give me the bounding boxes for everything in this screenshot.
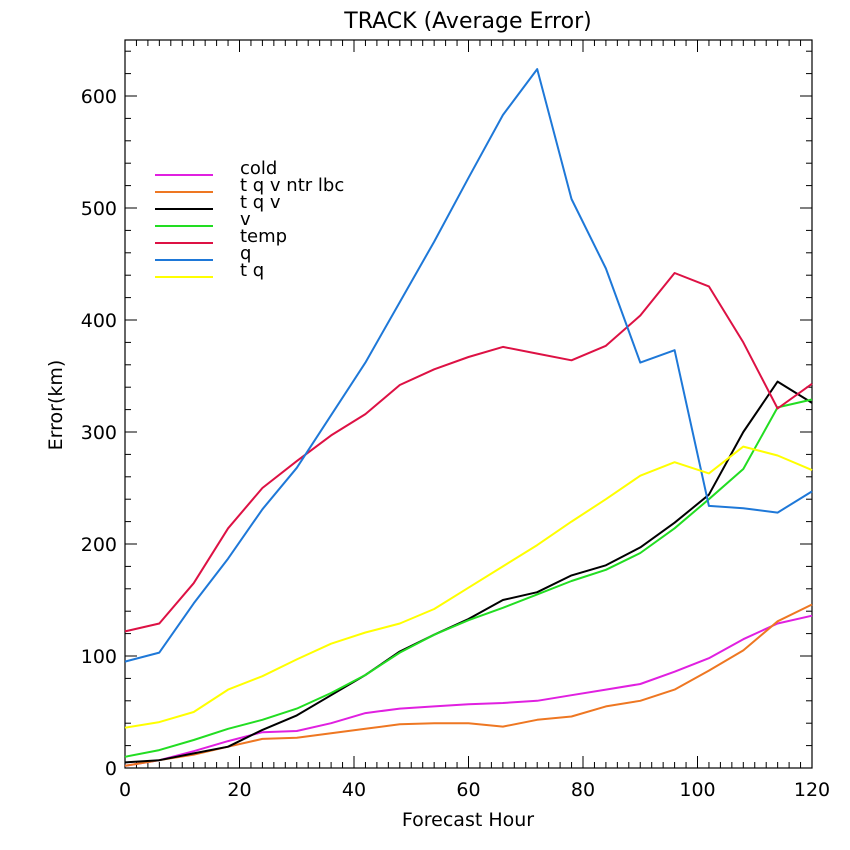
x-tick-label: 60 — [456, 779, 480, 801]
y-tick-label: 200 — [81, 534, 117, 556]
y-tick-label: 100 — [81, 646, 117, 668]
legend-label-t-q: t q — [240, 260, 264, 281]
x-tick-label: 100 — [679, 779, 715, 801]
legend-label-v: v — [240, 209, 251, 230]
y-tick-labels: 0 100 200 300 400 500 600 — [81, 86, 117, 780]
y-tick-label: 400 — [81, 310, 117, 332]
y-axis-label: Error(km) — [45, 360, 67, 451]
legend-label-q: q — [240, 243, 251, 264]
x-tick-label: 0 — [119, 779, 131, 801]
chart-title: TRACK (Average Error) — [343, 9, 591, 34]
series-line-t-q-v — [124, 380, 813, 764]
y-tick-label: 300 — [81, 422, 117, 444]
x-tick-labels: 0 20 40 60 80 100 120 — [119, 779, 830, 801]
x-tick-label: 120 — [794, 779, 830, 801]
series-line-q — [124, 68, 813, 663]
x-tick-label: 40 — [342, 779, 366, 801]
axis-ticks — [124, 40, 813, 769]
series-lines — [124, 68, 813, 767]
x-tick-label: 80 — [571, 779, 595, 801]
legend-label-temp: temp — [240, 226, 287, 247]
legend-label-t-q-v: t q v — [240, 192, 281, 213]
y-tick-label: 500 — [81, 198, 117, 220]
x-axis-label: Forecast Hour — [402, 809, 534, 831]
series-line-t-q — [124, 445, 813, 729]
series-line-v — [124, 398, 813, 758]
y-tick-label: 600 — [81, 86, 117, 108]
series-line-t-q-v-ntr-lbc — [124, 603, 813, 767]
legend-label-t-q-v-ntr-lbc: t q v ntr lbc — [240, 175, 344, 196]
x-tick-label: 20 — [227, 779, 251, 801]
series-line-cold — [124, 614, 813, 767]
series-line-temp — [124, 272, 813, 633]
y-tick-label: 0 — [105, 758, 117, 780]
legend-label-cold: cold — [240, 158, 277, 179]
